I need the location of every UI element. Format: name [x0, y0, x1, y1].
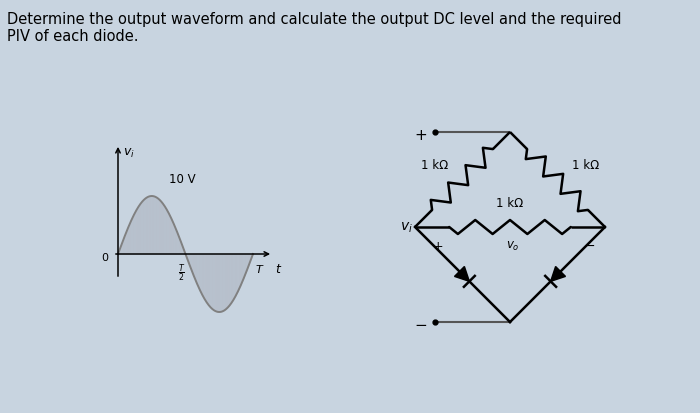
Text: 1 kΩ: 1 kΩ [421, 159, 448, 172]
Text: −: − [414, 318, 427, 333]
Text: $\frac{T}{2}$: $\frac{T}{2}$ [178, 262, 185, 284]
Text: 0: 0 [101, 252, 108, 262]
Text: Determine the output waveform and calculate the output DC level and the required: Determine the output waveform and calcul… [7, 12, 622, 44]
Text: 1 kΩ: 1 kΩ [496, 197, 524, 209]
Text: +: + [414, 128, 427, 143]
Polygon shape [551, 267, 566, 282]
Polygon shape [454, 267, 469, 282]
Text: 1 kΩ: 1 kΩ [572, 159, 599, 172]
Text: −: − [585, 240, 596, 252]
Text: +: + [433, 240, 444, 252]
Text: 10 V: 10 V [169, 173, 196, 185]
Text: $T$: $T$ [255, 262, 265, 274]
Text: $t$: $t$ [275, 262, 282, 275]
Text: $v_i$: $v_i$ [400, 220, 413, 235]
Text: $v_i$: $v_i$ [123, 147, 135, 160]
Text: $v_o$: $v_o$ [506, 240, 519, 252]
